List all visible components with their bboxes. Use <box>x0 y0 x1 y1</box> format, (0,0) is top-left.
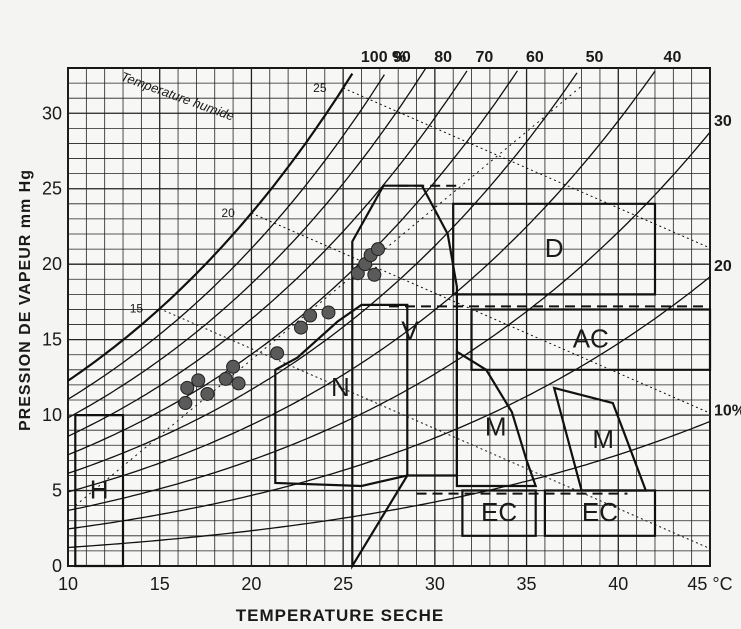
x-tick-label: 40 <box>608 574 628 594</box>
data-point <box>350 266 365 281</box>
y-tick-label: 5 <box>52 481 62 501</box>
data-point <box>231 376 246 391</box>
data-point <box>180 380 195 395</box>
y-tick-label: 20 <box>42 254 62 274</box>
wet-bulb-lines: 15 20 25 <box>75 81 711 550</box>
rh-curve <box>67 74 385 400</box>
rh-label: 100 % <box>361 49 406 66</box>
rh-curve <box>67 131 711 512</box>
rh-label: 30 <box>714 113 732 130</box>
rh-curve <box>67 420 711 549</box>
zones: H N V D AC M M EC EC <box>74 184 712 570</box>
plot-area <box>67 67 711 567</box>
y-tick-label: 10 <box>42 405 62 425</box>
x-tick-label: 25 <box>333 574 353 594</box>
svg-text:PRESSION DE VAPEUR mm Hg: PRESSION DE VAPEUR mm Hg <box>17 169 34 431</box>
data-point <box>178 396 193 411</box>
rh-label: 20 <box>714 258 732 275</box>
wet-bulb-line <box>342 87 711 249</box>
x-tick-label: 10 <box>58 574 78 594</box>
data-point <box>270 346 285 361</box>
zone-outline <box>543 489 657 537</box>
zone-label: EC <box>582 497 618 527</box>
x-axis-label: TEMPERATURE SECHE <box>236 606 444 625</box>
rh-curve <box>67 67 427 419</box>
wet-bulb-line <box>251 212 711 414</box>
data-point <box>303 308 318 323</box>
y-tick-label: 0 <box>52 556 62 576</box>
zone-outline <box>461 489 537 537</box>
x-tick-label: 20 <box>241 574 261 594</box>
rh-curve <box>67 72 578 474</box>
zone-label: D <box>545 233 564 263</box>
zone-outline <box>74 414 125 568</box>
zone-label: M <box>485 412 507 442</box>
relative-humidity-curves: 100 %90 80 70 60 50 40 30 20 10% <box>67 49 741 549</box>
y-ticks: 0 5 10 15 20 25 30 <box>42 103 62 576</box>
data-point <box>191 373 206 388</box>
rh-label: 10% <box>714 402 741 419</box>
data-point <box>226 359 241 374</box>
x-tick-label: 15 <box>150 574 170 594</box>
zone-outline <box>470 308 712 371</box>
rh-label: 60 <box>526 49 544 66</box>
x-tick-label: 35 <box>517 574 537 594</box>
data-point <box>321 305 336 320</box>
x-tick-label: 45 °C <box>687 574 732 594</box>
wet-bulb-label: 25 <box>313 81 327 95</box>
data-points <box>178 242 385 411</box>
y-axis-label: PRESSION DE VAPEUR mm Hg <box>17 169 34 431</box>
y-tick-label: 30 <box>42 103 62 123</box>
wet-bulb-label: 20 <box>221 206 235 220</box>
rh-label: 80 <box>434 49 452 66</box>
rh-label: 50 <box>586 49 604 66</box>
zone-label: M <box>592 424 614 454</box>
zone-outline <box>552 386 648 492</box>
zone-label: V <box>401 315 419 345</box>
wet-bulb-line <box>159 308 711 550</box>
zone-outline <box>274 303 409 488</box>
rh-label: 70 <box>476 49 494 66</box>
y-tick-label: 25 <box>42 179 62 199</box>
zone-label: EC <box>481 497 517 527</box>
rh-label: 40 <box>664 49 682 66</box>
zone-label: N <box>331 372 350 402</box>
zone-label: AC <box>573 324 609 354</box>
wet-bulb-guide <box>75 85 582 507</box>
data-point <box>200 386 215 401</box>
zone-outline <box>452 202 657 296</box>
data-point <box>370 242 385 257</box>
rh-label: 90 <box>393 49 411 66</box>
y-tick-label: 15 <box>42 330 62 350</box>
x-ticks: 10 15 20 25 30 35 40 45 °C <box>58 574 733 594</box>
zone-outline <box>351 184 458 570</box>
data-point <box>293 320 308 335</box>
rh-curve <box>67 276 711 530</box>
rh-curve <box>67 70 468 437</box>
rh-curve <box>67 70 656 493</box>
rh-curve <box>67 73 354 382</box>
data-point <box>218 371 233 386</box>
data-point <box>367 267 382 282</box>
zone-outline <box>455 349 538 488</box>
rh-curve <box>67 70 518 456</box>
chart-grid <box>67 67 711 567</box>
wet-bulb-label: 15 <box>130 302 144 316</box>
zone-label: H <box>90 475 109 505</box>
x-tick-label: 30 <box>425 574 445 594</box>
